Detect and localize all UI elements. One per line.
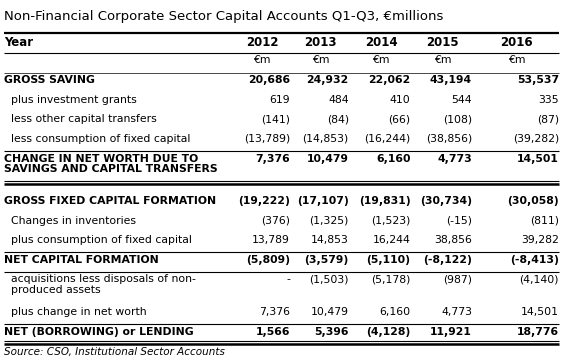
- Text: (19,222): (19,222): [238, 196, 290, 206]
- Text: (16,244): (16,244): [364, 134, 410, 144]
- Text: 53,537: 53,537: [517, 75, 559, 85]
- Text: (108): (108): [443, 114, 472, 124]
- Text: (84): (84): [327, 114, 349, 124]
- Text: 14,501: 14,501: [517, 154, 559, 164]
- Text: 544: 544: [452, 95, 472, 105]
- Text: 7,376: 7,376: [255, 154, 290, 164]
- Text: NET (BORROWING) or LENDING: NET (BORROWING) or LENDING: [4, 327, 194, 337]
- Text: (141): (141): [261, 114, 290, 124]
- Text: (811): (811): [530, 216, 559, 226]
- Text: CHANGE IN NET WORTH DUE TO: CHANGE IN NET WORTH DUE TO: [4, 154, 199, 164]
- Text: 1,566: 1,566: [255, 327, 290, 337]
- Text: (5,178): (5,178): [371, 274, 410, 284]
- Text: (1,325): (1,325): [310, 216, 349, 226]
- Text: acquisitions less disposals of non-: acquisitions less disposals of non-: [4, 274, 196, 284]
- Text: -: -: [286, 274, 290, 284]
- Text: €m: €m: [312, 55, 329, 65]
- Text: 43,194: 43,194: [430, 75, 472, 85]
- Text: SAVINGS AND CAPITAL TRANSFERS: SAVINGS AND CAPITAL TRANSFERS: [4, 164, 218, 174]
- Text: (38,856): (38,856): [426, 134, 472, 144]
- Text: (987): (987): [443, 274, 472, 284]
- Text: 4,773: 4,773: [438, 154, 472, 164]
- Text: 619: 619: [269, 95, 290, 105]
- Text: (30,058): (30,058): [507, 196, 559, 206]
- Text: 22,062: 22,062: [368, 75, 410, 85]
- Text: (-8,122): (-8,122): [423, 255, 472, 265]
- Text: 14,501: 14,501: [521, 307, 559, 317]
- Text: 38,856: 38,856: [434, 235, 472, 245]
- Text: plus change in net worth: plus change in net worth: [4, 307, 147, 317]
- Text: plus investment grants: plus investment grants: [4, 95, 137, 105]
- Text: NET CAPITAL FORMATION: NET CAPITAL FORMATION: [4, 255, 159, 265]
- Text: 5,396: 5,396: [314, 327, 349, 337]
- Text: less consumption of fixed capital: less consumption of fixed capital: [4, 134, 191, 144]
- Text: 10,479: 10,479: [311, 307, 349, 317]
- Text: 11,921: 11,921: [430, 327, 472, 337]
- Text: 39,282: 39,282: [521, 235, 559, 245]
- Text: less other capital transfers: less other capital transfers: [4, 114, 157, 124]
- Text: 6,160: 6,160: [376, 154, 410, 164]
- Text: (1,503): (1,503): [309, 274, 349, 284]
- Text: produced assets: produced assets: [4, 285, 101, 295]
- Text: (5,809): (5,809): [246, 255, 290, 265]
- Text: (376): (376): [261, 216, 290, 226]
- Text: (14,853): (14,853): [303, 134, 349, 144]
- Text: 24,932: 24,932: [307, 75, 349, 85]
- Text: Source: CSO, Institutional Sector Accounts: Source: CSO, Institutional Sector Accoun…: [4, 347, 225, 357]
- Text: (39,282): (39,282): [513, 134, 559, 144]
- Text: (17,107): (17,107): [297, 196, 349, 206]
- Text: Non-Financial Corporate Sector Capital Accounts Q1-Q3, €millions: Non-Financial Corporate Sector Capital A…: [4, 10, 444, 23]
- Text: GROSS SAVING: GROSS SAVING: [4, 75, 95, 85]
- Text: (5,110): (5,110): [366, 255, 410, 265]
- Text: 2014: 2014: [365, 36, 397, 49]
- Text: 18,776: 18,776: [517, 327, 559, 337]
- Text: plus consumption of fixed capital: plus consumption of fixed capital: [4, 235, 192, 245]
- Text: 335: 335: [538, 95, 559, 105]
- Text: (66): (66): [388, 114, 410, 124]
- Text: 13,789: 13,789: [252, 235, 290, 245]
- Text: 20,686: 20,686: [248, 75, 290, 85]
- Text: 14,853: 14,853: [311, 235, 349, 245]
- Text: 6,160: 6,160: [379, 307, 410, 317]
- Text: (3,579): (3,579): [305, 255, 349, 265]
- Text: (4,140): (4,140): [520, 274, 559, 284]
- Text: 410: 410: [389, 95, 410, 105]
- Text: (-15): (-15): [446, 216, 472, 226]
- Text: (13,789): (13,789): [244, 134, 290, 144]
- Text: 2015: 2015: [426, 36, 459, 49]
- Text: €m: €m: [372, 55, 390, 65]
- Text: €m: €m: [253, 55, 271, 65]
- Text: (30,734): (30,734): [420, 196, 472, 206]
- Text: 2012: 2012: [246, 36, 278, 49]
- Text: GROSS FIXED CAPITAL FORMATION: GROSS FIXED CAPITAL FORMATION: [4, 196, 216, 206]
- Text: 10,479: 10,479: [307, 154, 349, 164]
- Text: 484: 484: [328, 95, 349, 105]
- Text: 4,773: 4,773: [441, 307, 472, 317]
- Text: 16,244: 16,244: [372, 235, 410, 245]
- Text: Year: Year: [4, 36, 33, 49]
- Text: 2016: 2016: [500, 36, 533, 49]
- Text: 7,376: 7,376: [259, 307, 290, 317]
- Text: (-8,413): (-8,413): [510, 255, 559, 265]
- Text: €m: €m: [434, 55, 451, 65]
- Text: €m: €m: [508, 55, 526, 65]
- Text: Changes in inventories: Changes in inventories: [4, 216, 136, 226]
- Text: (19,831): (19,831): [359, 196, 410, 206]
- Text: 2013: 2013: [305, 36, 337, 49]
- Text: (1,523): (1,523): [371, 216, 410, 226]
- Text: (4,128): (4,128): [366, 327, 410, 337]
- Text: (87): (87): [537, 114, 559, 124]
